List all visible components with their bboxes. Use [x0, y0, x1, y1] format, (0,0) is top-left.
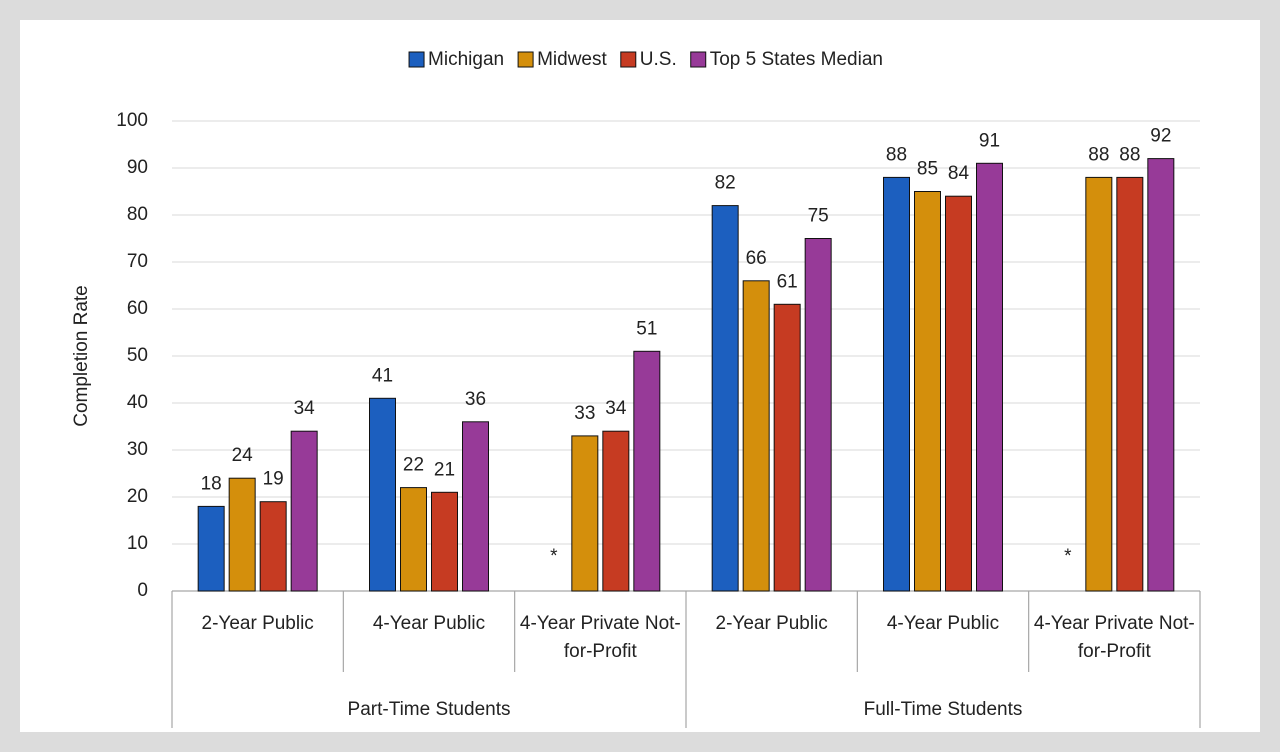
x-tick-label: 2-Year Public: [715, 613, 828, 634]
data-label: 18: [201, 473, 222, 494]
y-tick-label: 60: [127, 298, 148, 319]
x-tick-label: 2-Year Public: [201, 613, 314, 634]
bar: [742, 280, 770, 592]
bar: [197, 505, 225, 592]
bar: [602, 430, 630, 592]
y-tick-label: 30: [127, 439, 148, 460]
data-label: 33: [574, 403, 595, 424]
bar: [1085, 176, 1113, 592]
data-label: *: [1064, 546, 1072, 567]
data-label: 82: [715, 173, 736, 194]
x-tick-label: 4-Year Public: [372, 613, 486, 634]
data-label: 34: [294, 398, 316, 419]
bar: [1116, 176, 1144, 592]
y-tick-label: 100: [116, 110, 148, 131]
legend-swatch: [620, 51, 637, 68]
data-label: 88: [886, 144, 907, 165]
legend-swatch: [408, 51, 425, 68]
bar: [711, 205, 739, 592]
bar: [228, 477, 256, 592]
y-tick-label: 0: [137, 580, 148, 601]
data-label: 22: [403, 455, 424, 476]
data-label: 21: [434, 459, 455, 480]
legend-swatch: [517, 51, 534, 68]
y-tick-label: 50: [127, 345, 148, 366]
bar: [914, 191, 941, 592]
x-tick-label: 4-Year Private Not-for-Profit: [1033, 613, 1195, 662]
data-label: 92: [1150, 126, 1171, 147]
bar: [400, 487, 427, 592]
data-label: 66: [746, 248, 767, 269]
legend-label: Top 5 States Median: [710, 49, 883, 70]
legend-swatch: [690, 51, 707, 68]
bar: [1147, 158, 1175, 592]
data-label: 34: [605, 398, 627, 419]
group-label: Part-Time Students: [347, 699, 511, 720]
y-tick-label: 10: [127, 533, 148, 554]
x-tick-label: 4-Year Public: [886, 613, 1000, 634]
data-label: 61: [777, 271, 798, 292]
data-label: *: [550, 546, 558, 567]
legend-label: Michigan: [428, 49, 504, 70]
y-tick-label: 40: [127, 392, 148, 413]
y-tick-label: 90: [127, 157, 148, 178]
legend-label: Midwest: [537, 49, 607, 70]
bar: [883, 176, 910, 592]
data-label: 51: [636, 318, 657, 339]
data-label: 85: [917, 159, 938, 180]
data-label: 88: [1119, 144, 1140, 165]
x-tick-label: 4-Year Private Not-for-Profit: [519, 613, 681, 662]
bar: [462, 421, 489, 592]
y-axis-title: Completion Rate: [71, 285, 92, 427]
data-label: 84: [948, 163, 970, 184]
data-label: 91: [979, 130, 1000, 151]
bar: [571, 435, 599, 592]
y-tick-label: 80: [127, 204, 148, 225]
data-label: 36: [465, 389, 486, 410]
bar: [773, 303, 801, 592]
bar: [431, 491, 458, 592]
data-label: 24: [232, 445, 254, 466]
data-label: 41: [372, 365, 393, 386]
bar: [804, 238, 832, 592]
bar: [945, 195, 972, 592]
legend-label: U.S.: [640, 49, 677, 70]
bar: [369, 397, 396, 592]
y-tick-label: 70: [127, 251, 148, 272]
bar: [259, 501, 287, 592]
group-label: Full-Time Students: [863, 699, 1023, 720]
bar: [976, 162, 1003, 592]
data-label: 88: [1088, 144, 1109, 165]
bar: [633, 350, 661, 592]
y-tick-label: 20: [127, 486, 148, 507]
data-label: 19: [263, 469, 284, 490]
bar: [290, 430, 318, 592]
data-label: 75: [808, 206, 829, 227]
